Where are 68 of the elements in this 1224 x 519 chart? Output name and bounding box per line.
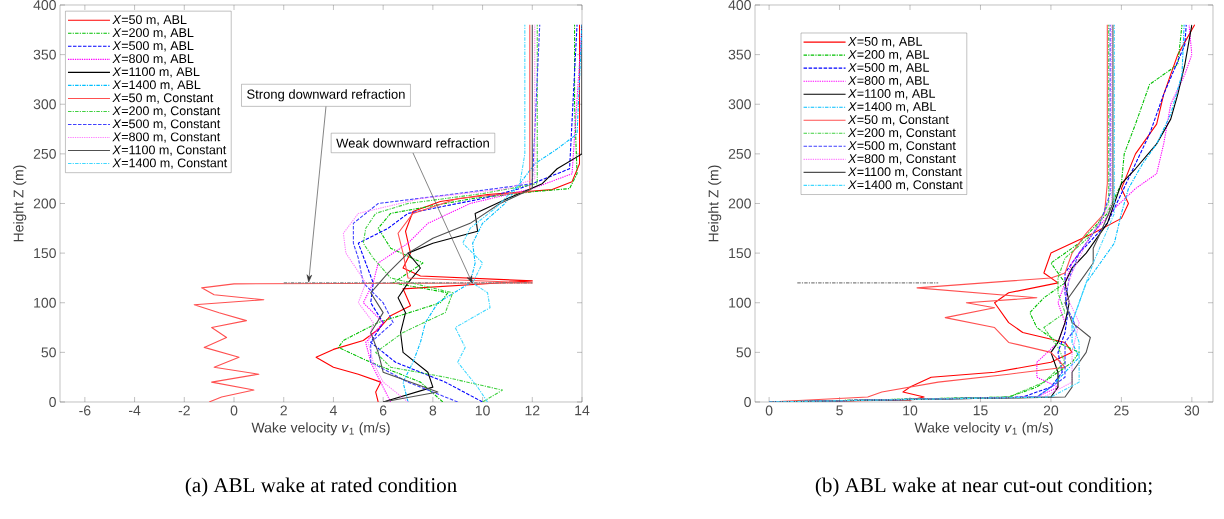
legend-label: X=500 m, ABL [847,63,930,74]
x-axis-title: Wake velocity v$_{1}$ (m/s) [251,422,390,436]
legend-label: X=1400 m, ABL [847,102,936,113]
x-tick-label: 6 [379,405,387,416]
legend-label: X=1100 m, Constant [847,167,962,178]
y-tick-label: 350 [33,49,56,60]
y-tick-label: 0 [49,397,56,407]
legend-label: X=50 m, ABL [112,15,187,26]
y-tick-label: 350 [728,49,751,60]
legend-label: X=50 m, Constant [112,93,214,104]
x-tick-label: -4 [128,405,141,416]
annotation: Strong downward refraction [247,89,405,102]
x-tick-label: 15 [973,405,988,416]
annotation: Weak downward refraction [336,138,489,148]
y-tick-label: 300 [33,99,56,110]
legend-label: X=1400 m, Constant [847,180,963,191]
y-axis-title: Height Z (m) [13,165,27,242]
y-tick-label: 400 [33,0,56,10]
y-tick-label: 100 [34,297,56,308]
x-tick-label: 2 [280,405,287,416]
text: (b) ABL wake at near cut-out condition; [815,477,1152,497]
x-tick-label: 0 [230,405,238,416]
x-tick-label: 4 [329,405,337,416]
legend-label: X=200 m, ABL [847,50,930,61]
legend-label: X=200 m, ABL [112,28,194,39]
x-tick-label: -2 [178,405,190,416]
x-tick-label: 30 [1184,405,1200,416]
legend-label: X=800 m, ABL [847,76,930,87]
y-tick-label: 200 [728,198,751,209]
legend-label: X=800 m, Constant [112,132,221,143]
y-tick-label: 100 [729,297,751,308]
legend-label: X=500 m, ABL [112,41,194,52]
legend-label: X=500 m, Constant [847,141,956,152]
y-tick-label: 400 [728,0,751,10]
legend-label: X=800 m, Constant [847,154,956,165]
legend-label: X=200 m, Constant [112,106,221,117]
y-tick-label: 150 [34,248,56,259]
legend-label: X=1100 m, Constant [112,145,227,156]
y-tick-label: 200 [33,198,56,209]
x-tick-label: 20 [1043,405,1059,416]
legend-label: X=1100 m, ABL [112,67,200,78]
x-tick-label: 0 [765,405,773,416]
y-tick-label: 150 [729,248,751,259]
x-tick-label: 10 [475,405,490,416]
y-tick-label: 50 [41,347,56,358]
legend-label: X=1400 m, Constant [112,158,228,169]
x-tick-label: 5 [836,405,843,416]
x-tick-label: -6 [79,405,91,416]
legend-label: X=1400 m, ABL [112,80,201,91]
y-tick-label: 50 [736,347,751,358]
y-axis-title: Height Z (m) [708,165,722,242]
x-tick-label: 12 [525,405,540,416]
y-tick-label: 300 [728,99,751,110]
y-tick-label: 250 [728,148,751,159]
y-tick-label: 0 [744,397,751,407]
x-axis-title: Wake velocity v$_{1}$ (m/s) [914,422,1053,436]
legend-label: X=800 m, ABL [112,54,194,65]
text: (a) ABL wake at rated condition [185,477,457,497]
y-tick-label: 250 [33,148,56,159]
legend-label: X=500 m, Constant [112,119,221,130]
legend-label: X=1100 m, ABL [847,89,936,100]
legend-label: X=200 m, Constant [847,128,956,139]
x-tick-label: 14 [575,405,590,416]
x-tick-label: 10 [903,405,918,416]
legend-label: X=50 m, ABL [847,37,923,48]
x-tick-label: 25 [1114,405,1129,416]
x-tick-label: 8 [429,405,437,416]
legend-label: X=50 m, Constant [847,115,949,126]
